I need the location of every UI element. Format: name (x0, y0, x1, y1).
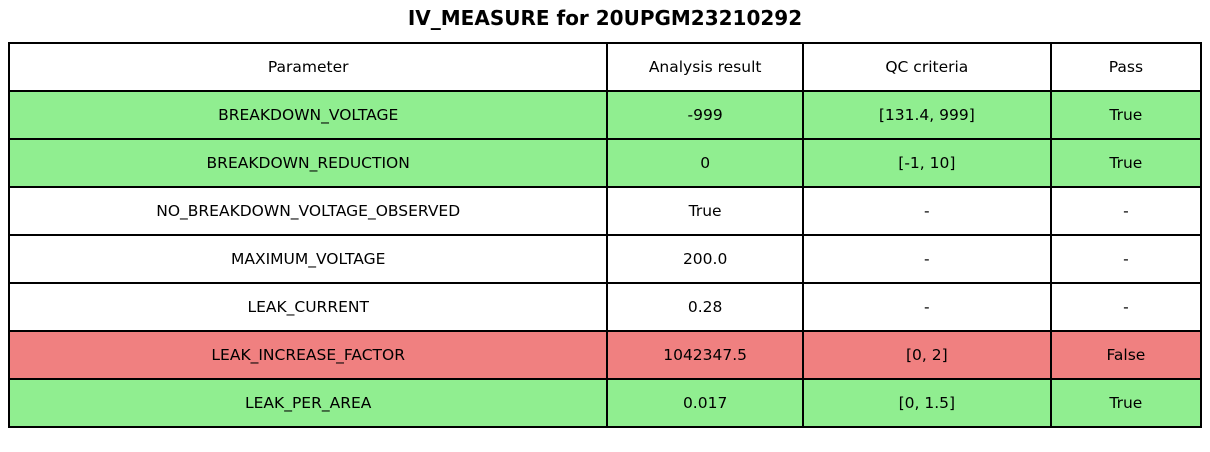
qc-criteria-cell: - (801, 282, 1052, 332)
analysis-result-cell: True (606, 186, 804, 236)
analysis-result-cell: 0 (606, 138, 804, 188)
column-header-qc-criteria: QC criteria (801, 42, 1052, 92)
qc-criteria-cell: [0, 1.5] (801, 378, 1052, 428)
column-header-analysis-result: Analysis result (606, 42, 804, 92)
qc-results-table: Parameter Analysis result QC criteria Pa… (7, 42, 1203, 428)
pass-cell: - (1049, 234, 1203, 284)
parameter-cell: LEAK_INCREASE_FACTOR (7, 330, 609, 380)
table-row: MAXIMUM_VOLTAGE 200.0- - (7, 234, 1203, 284)
table-row: LEAK_INCREASE_FACTOR 1042347.5 [0, 2] False (7, 330, 1203, 380)
page-title: IV_MEASURE for 20UPGM23210292 (407, 6, 803, 30)
parameter-cell: BREAKDOWN_REDUCTION (7, 138, 609, 188)
table-row: LEAK_CURRENT 0.28- - (7, 282, 1203, 332)
table-row: BREAKDOWN_REDUCTION 0 [-1, 10] True (7, 138, 1203, 188)
pass-cell: - (1049, 282, 1203, 332)
qc-criteria-cell: [0, 2] (801, 330, 1052, 380)
qc-criteria-cell: [131.4, 999] (801, 90, 1052, 140)
parameter-cell: NO_BREAKDOWN_VOLTAGE_OBSERVED (7, 186, 609, 236)
parameter-cell: LEAK_CURRENT (7, 282, 609, 332)
analysis-result-cell: 0.28 (606, 282, 804, 332)
qc-criteria-cell: [-1, 10] (801, 138, 1052, 188)
parameter-cell: BREAKDOWN_VOLTAGE (7, 90, 609, 140)
column-header-parameter: Parameter (7, 42, 609, 92)
analysis-result-cell: 200.0 (606, 234, 804, 284)
table-row: LEAK_PER_AREA 0.017 [0, 1.5] True (7, 378, 1203, 428)
column-header-pass: Pass (1049, 42, 1203, 92)
pass-cell: False (1049, 330, 1203, 380)
table-row: NO_BREAKDOWN_VOLTAGE_OBSERVED True - - (7, 186, 1203, 236)
pass-cell: - (1049, 186, 1203, 236)
pass-cell: True (1049, 138, 1203, 188)
qc-criteria-cell: - (801, 186, 1052, 236)
analysis-result-cell: -999 (606, 90, 804, 140)
analysis-result-cell: 1042347.5 (606, 330, 804, 380)
analysis-result-cell: 0.017 (606, 378, 804, 428)
pass-cell: True (1049, 378, 1203, 428)
pass-cell: True (1049, 90, 1203, 140)
parameter-cell: LEAK_PER_AREA (7, 378, 609, 428)
qc-criteria-cell: - (801, 234, 1052, 284)
header-row: Parameter Analysis result QC criteria Pa… (7, 42, 1203, 92)
parameter-cell: MAXIMUM_VOLTAGE (7, 234, 609, 284)
table-row: BREAKDOWN_VOLTAGE -999 [131.4, 999] True (7, 90, 1203, 140)
